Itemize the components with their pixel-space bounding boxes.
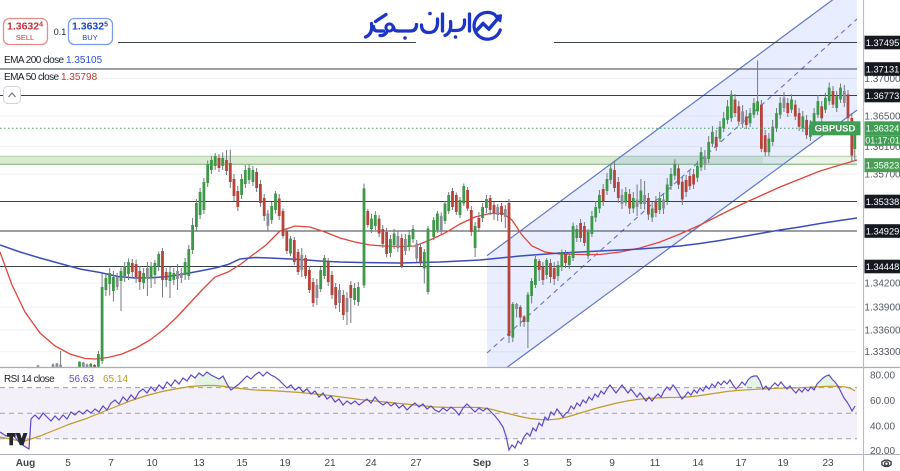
svg-text:1.33900: 1.33900: [864, 303, 900, 314]
svg-text:1.36500: 1.36500: [864, 112, 900, 123]
svg-text:20.00: 20.00: [870, 446, 895, 457]
svg-text:1.35798: 1.35798: [61, 72, 98, 83]
svg-text:1.35823: 1.35823: [866, 161, 900, 171]
svg-text:1.34929: 1.34929: [866, 227, 900, 237]
svg-text:1.36100: 1.36100: [864, 142, 900, 153]
svg-text:01:17:01: 01:17:01: [865, 136, 899, 146]
svg-text:1.35338: 1.35338: [866, 197, 900, 207]
svg-text:10: 10: [146, 458, 158, 469]
svg-text:1.37000: 1.37000: [864, 74, 900, 85]
svg-text:5: 5: [566, 458, 572, 469]
svg-text:80.00: 80.00: [870, 371, 895, 382]
svg-text:9: 9: [609, 458, 615, 469]
svg-text:0.1: 0.1: [54, 27, 67, 37]
svg-text:7: 7: [108, 458, 114, 469]
svg-text:Aug: Aug: [16, 458, 35, 469]
svg-text:1.35105: 1.35105: [66, 55, 103, 66]
svg-text:1.37495: 1.37495: [866, 38, 900, 48]
svg-text:5: 5: [65, 458, 71, 469]
svg-text:1.36325: 1.36325: [72, 21, 108, 33]
svg-text:1.33600: 1.33600: [864, 326, 900, 337]
svg-text:1.36773: 1.36773: [866, 91, 900, 101]
svg-text:24: 24: [365, 458, 377, 469]
svg-text:40.00: 40.00: [870, 421, 895, 432]
svg-text:19: 19: [777, 458, 789, 469]
svg-text:RSI 14 close: RSI 14 close: [4, 374, 55, 385]
svg-text:60.00: 60.00: [870, 396, 895, 407]
svg-text:65.14: 65.14: [103, 374, 128, 385]
svg-text:56.63: 56.63: [69, 374, 94, 385]
svg-text:1.36324: 1.36324: [7, 21, 43, 33]
svg-text:1.33300: 1.33300: [864, 347, 900, 358]
svg-text:BUY: BUY: [82, 33, 97, 42]
svg-text:15: 15: [236, 458, 248, 469]
svg-text:EMA 200 close: EMA 200 close: [4, 55, 65, 66]
svg-text:GBPUSD: GBPUSD: [815, 124, 856, 135]
svg-text:1.34448: 1.34448: [866, 262, 900, 272]
svg-text:17: 17: [735, 458, 747, 469]
svg-text:27: 27: [410, 458, 422, 469]
svg-text:SELL: SELL: [16, 33, 34, 42]
svg-text:19: 19: [279, 458, 291, 469]
svg-text:1.35700: 1.35700: [864, 170, 900, 181]
svg-text:1.37131: 1.37131: [866, 65, 900, 75]
svg-text:1.36324: 1.36324: [866, 124, 900, 134]
svg-text:23: 23: [822, 458, 834, 469]
svg-text:1.34200: 1.34200: [864, 279, 900, 290]
svg-text:13: 13: [193, 458, 205, 469]
svg-text:14: 14: [692, 458, 704, 469]
svg-text:EMA 50 close: EMA 50 close: [4, 72, 60, 83]
svg-text:3: 3: [523, 458, 529, 469]
svg-text:11: 11: [650, 458, 661, 469]
svg-text:21: 21: [324, 458, 336, 469]
svg-text:Sep: Sep: [473, 458, 491, 469]
